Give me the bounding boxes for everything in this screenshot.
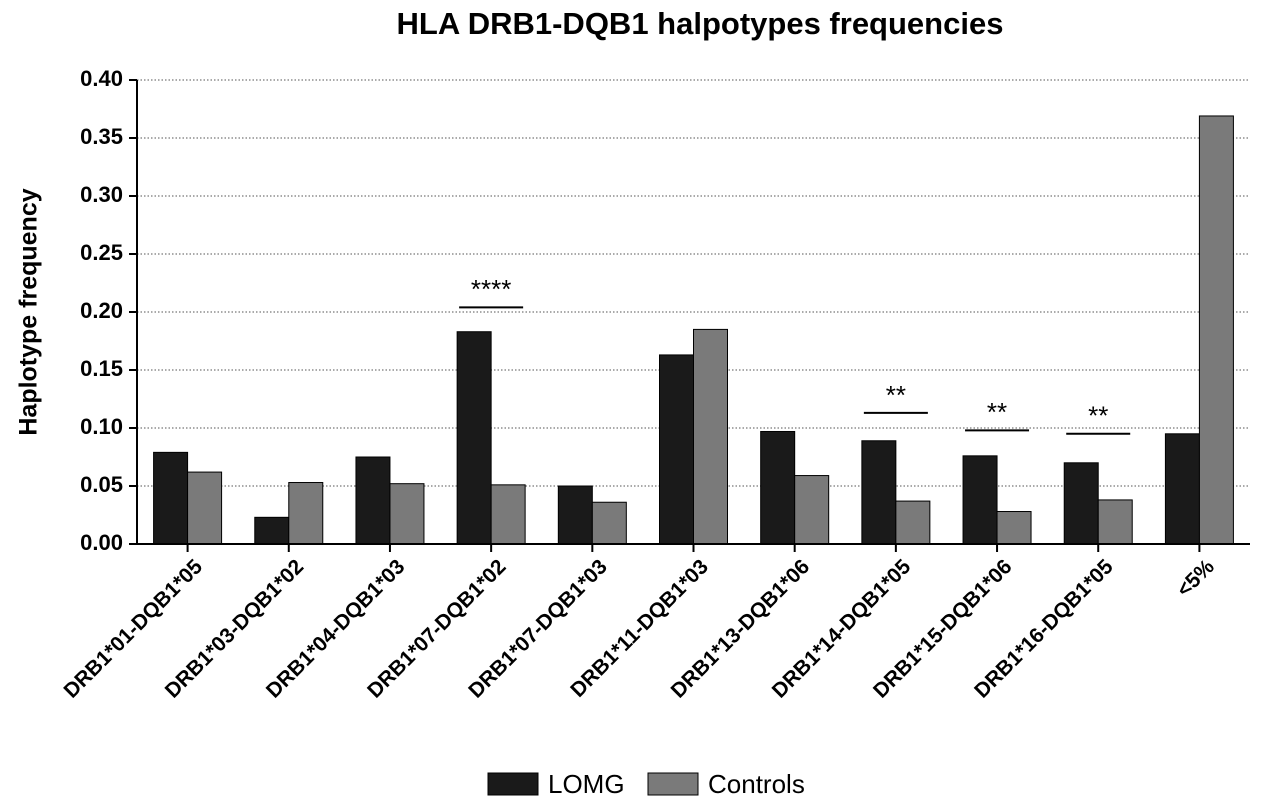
bar [591, 501, 627, 545]
bar [794, 475, 830, 545]
x-tick-label: <5% [1172, 555, 1219, 602]
bar [693, 328, 728, 545]
y-tick-label: 0.05 [80, 472, 123, 497]
bar [456, 331, 492, 545]
bar [659, 354, 694, 545]
annotation: **** [471, 274, 511, 304]
bar [1198, 115, 1234, 545]
bar [187, 471, 223, 545]
bar [153, 451, 189, 545]
bar [254, 516, 290, 545]
bar [557, 485, 593, 545]
bar [355, 456, 391, 545]
bar [389, 483, 425, 545]
bar [996, 511, 1032, 545]
y-tick-label: 0.00 [80, 530, 123, 555]
legend-label: LOMG [548, 769, 625, 798]
y-tick-label: 0.20 [80, 298, 123, 323]
bar [1063, 462, 1099, 545]
y-tick-label: 0.10 [80, 414, 123, 439]
annotation: ** [886, 380, 906, 410]
y-tick-label: 0.15 [80, 356, 123, 381]
y-tick-label: 0.40 [80, 66, 123, 91]
legend-swatch [647, 772, 699, 796]
bar [490, 484, 526, 545]
bar [895, 500, 931, 545]
annotation: ** [987, 397, 1007, 427]
legend-swatch [487, 772, 539, 796]
bar [1164, 433, 1200, 545]
bar [1097, 499, 1133, 545]
bar [861, 440, 897, 545]
y-axis-label: Haplotype frequency [15, 188, 43, 435]
y-tick-label: 0.30 [80, 182, 123, 207]
chart-title: HLA DRB1-DQB1 halpotypes frequencies [397, 6, 1004, 41]
legend-label: Controls [708, 769, 805, 798]
bar [288, 482, 324, 545]
bar [962, 455, 998, 545]
y-tick-label: 0.35 [80, 124, 123, 149]
annotation: ** [1088, 401, 1108, 431]
bar [760, 430, 796, 545]
y-tick-label: 0.25 [80, 240, 123, 265]
